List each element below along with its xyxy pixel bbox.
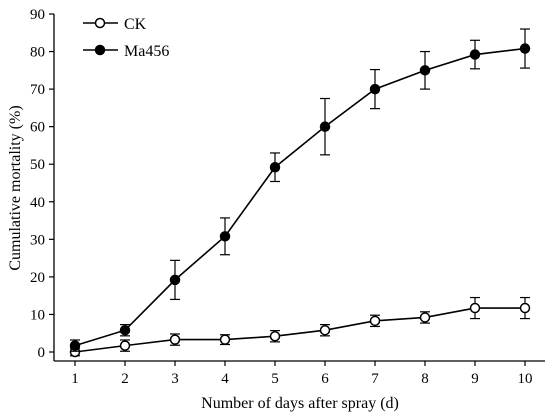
data-point xyxy=(219,231,231,242)
x-tick-label: 9 xyxy=(471,371,479,387)
data-point xyxy=(419,65,431,76)
data-point xyxy=(269,161,281,173)
data-point xyxy=(219,334,231,345)
y-tick-label: 0 xyxy=(38,345,46,361)
data-point xyxy=(469,302,481,314)
legend: CK Ma456 xyxy=(83,16,169,60)
y-ticks: 0 10 20 30 40 50 60 70 80 90 xyxy=(30,7,54,361)
x-axis-title: Number of days after spray (d) xyxy=(201,395,399,412)
series-layer xyxy=(69,28,531,358)
data-point xyxy=(519,302,531,314)
legend-marker xyxy=(94,17,106,29)
data-point xyxy=(319,121,331,132)
y-tick-label: 20 xyxy=(30,270,45,286)
x-tick-label: 2 xyxy=(121,371,129,387)
x-tick-label: 3 xyxy=(171,371,179,387)
data-point xyxy=(169,274,181,286)
y-tick-label: 80 xyxy=(30,45,45,61)
y-tick-label: 60 xyxy=(30,120,45,136)
x-tick-label: 10 xyxy=(518,371,533,387)
y-axis-title: Cumulative mortality (%) xyxy=(7,105,24,270)
series-ck xyxy=(69,296,531,358)
data-point xyxy=(169,334,181,345)
y-tick-label: 30 xyxy=(30,232,45,248)
x-ticks: 1 2 3 4 5 6 7 8 9 10 xyxy=(71,361,533,387)
y-tick-label: 70 xyxy=(30,82,45,98)
x-tick-label: 7 xyxy=(371,371,379,387)
series-ma456 xyxy=(69,28,531,352)
axes xyxy=(53,14,545,362)
data-point xyxy=(119,340,131,351)
data-point xyxy=(69,340,81,351)
x-tick-label: 1 xyxy=(71,371,79,387)
data-point xyxy=(119,324,131,336)
y-tick-label: 10 xyxy=(30,307,45,323)
y-tick-label: 50 xyxy=(30,157,45,173)
data-point xyxy=(469,49,481,60)
data-point xyxy=(419,312,431,323)
series-line xyxy=(74,47,526,347)
data-point xyxy=(369,315,381,327)
data-point xyxy=(319,324,331,336)
x-tick-label: 8 xyxy=(421,371,429,387)
y-tick-label: 40 xyxy=(30,195,45,211)
data-point xyxy=(369,83,381,95)
legend-marker xyxy=(94,44,106,56)
legend-label: CK xyxy=(124,16,147,33)
data-point xyxy=(519,43,531,54)
x-tick-label: 4 xyxy=(221,371,229,387)
data-point xyxy=(269,330,281,342)
x-tick-label: 6 xyxy=(321,371,329,387)
legend-label: Ma456 xyxy=(124,43,169,60)
y-tick-label: 90 xyxy=(30,7,45,23)
series-line xyxy=(74,307,525,353)
x-tick-label: 5 xyxy=(271,371,279,387)
